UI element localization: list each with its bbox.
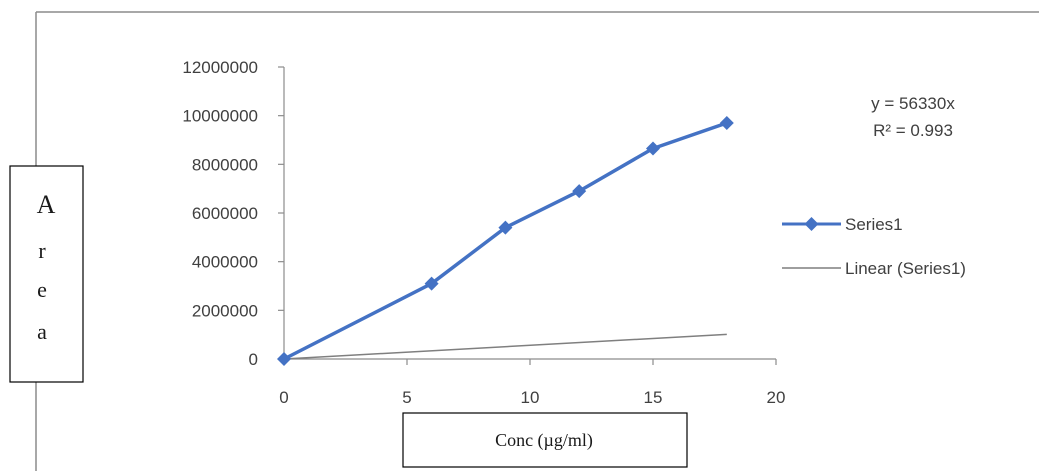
trend-equation: y = 56330x	[871, 94, 955, 113]
x-axis-label: Conc (µg/ml)	[402, 412, 688, 468]
y-axis-label-letter-3: e	[37, 277, 47, 302]
y-tick-label: 4000000	[192, 253, 258, 272]
trendline	[283, 333, 727, 360]
data-point	[719, 115, 734, 130]
y-axis-label-letter-4: a	[37, 319, 47, 344]
legend: Series1 Linear (Series1)	[782, 215, 966, 278]
x-ticks: 0 5 10 15 20	[279, 359, 785, 407]
x-tick-label: 5	[402, 388, 411, 407]
legend-series1-marker	[804, 217, 819, 231]
series-line	[283, 121, 728, 361]
y-axis-label-letter-1: A	[37, 190, 56, 219]
x-tick-label: 0	[279, 388, 288, 407]
x-tick-label: 20	[767, 388, 786, 407]
data-point	[646, 141, 660, 156]
y-tick-label: 8000000	[192, 155, 258, 174]
data-point	[572, 184, 587, 199]
y-tick-label: 10000000	[182, 107, 258, 126]
y-ticks: 0 2000000 4000000 6000000 8000000 10000000 120…	[182, 58, 284, 369]
data-point	[498, 220, 513, 235]
y-tick-label: 6000000	[192, 204, 258, 223]
data-point	[424, 276, 439, 291]
y-axis-label-letter-2: r	[38, 238, 46, 263]
y-tick-label: 0	[249, 350, 258, 369]
x-tick-label: 15	[644, 388, 663, 407]
x-tick-label: 10	[521, 388, 540, 407]
legend-trend-label: Linear (Series1)	[845, 259, 966, 278]
y-axis-label: A r e a	[9, 165, 84, 383]
y-axis-label-box	[9, 165, 84, 383]
trend-r-squared: R² = 0.993	[873, 121, 953, 140]
trendline-layer	[283, 333, 727, 360]
y-tick-label: 2000000	[192, 301, 258, 320]
legend-series1-label: Series1	[845, 215, 903, 234]
y-tick-label: 12000000	[182, 58, 258, 77]
series-layer	[277, 115, 734, 366]
x-axis-label-box	[402, 412, 688, 468]
x-axis-label-text: Conc (µg/ml)	[495, 430, 593, 451]
data-point	[277, 352, 291, 366]
